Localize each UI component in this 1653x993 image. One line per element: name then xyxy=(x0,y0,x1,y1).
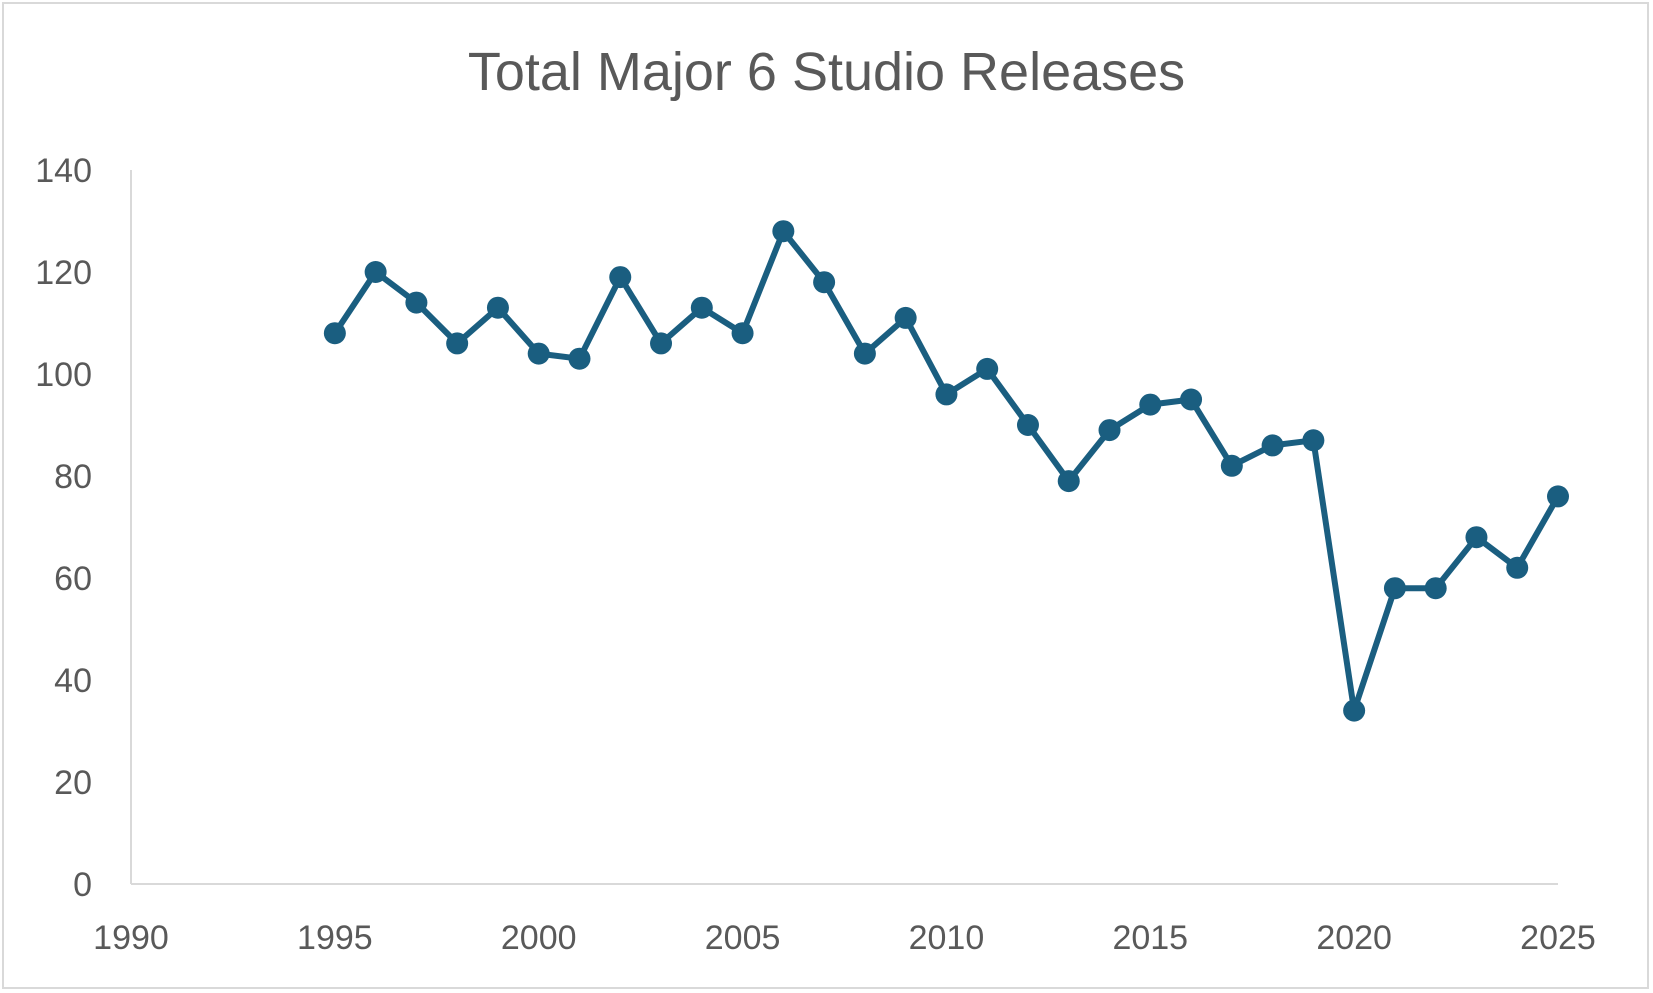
chart-title: Total Major 6 Studio Releases xyxy=(467,42,1186,102)
x-tick-label: 2005 xyxy=(705,919,781,957)
data-point-2008 xyxy=(853,342,876,365)
y-tick-label: 80 xyxy=(54,458,92,496)
data-point-2015 xyxy=(1139,393,1162,416)
x-tick-label: 2010 xyxy=(909,919,985,957)
data-point-2014 xyxy=(1098,419,1121,442)
y-tick-label: 40 xyxy=(54,662,92,700)
data-point-2011 xyxy=(976,357,999,380)
data-point-2024 xyxy=(1506,556,1529,579)
data-point-1995 xyxy=(323,322,346,345)
y-tick-label: 60 xyxy=(54,560,92,598)
data-point-2022 xyxy=(1424,577,1447,600)
data-point-1999 xyxy=(486,296,509,319)
series-line xyxy=(332,228,1561,714)
data-point-2019 xyxy=(1302,429,1325,452)
data-point-2016 xyxy=(1180,388,1203,411)
x-tick-label: 2025 xyxy=(1520,919,1596,957)
data-point-2003 xyxy=(650,332,673,355)
x-tick-label: 2015 xyxy=(1112,919,1188,957)
y-tick-label: 120 xyxy=(35,254,92,292)
x-tick-labels: 1990 1995 2000 2005 2010 2015 2020 2025 xyxy=(93,919,1596,957)
data-point-2002 xyxy=(609,266,632,289)
data-point-2001 xyxy=(568,347,591,370)
data-point-1998 xyxy=(446,332,469,355)
data-point-2017 xyxy=(1220,454,1243,477)
data-point-2000 xyxy=(527,342,550,365)
x-tick-label: 2000 xyxy=(501,919,577,957)
data-point-2010 xyxy=(935,383,958,406)
x-tick-label: 1990 xyxy=(93,919,169,957)
data-point-2004 xyxy=(690,296,713,319)
y-tick-label: 20 xyxy=(54,764,92,802)
data-point-2018 xyxy=(1261,434,1284,457)
data-point-2020 xyxy=(1343,699,1366,722)
y-tick-label: 140 xyxy=(35,152,92,190)
y-tick-label: 0 xyxy=(73,866,92,904)
y-tick-label: 100 xyxy=(35,356,92,394)
series-layer xyxy=(323,220,1569,722)
data-point-2013 xyxy=(1057,470,1080,493)
data-point-2023 xyxy=(1465,526,1488,549)
data-point-1997 xyxy=(405,291,428,314)
data-point-1996 xyxy=(364,261,387,283)
data-point-2025 xyxy=(1547,485,1569,508)
x-tick-label: 1995 xyxy=(297,919,373,957)
x-tick-label: 2020 xyxy=(1316,919,1392,957)
data-point-2021 xyxy=(1383,577,1406,600)
data-point-2009 xyxy=(894,306,917,329)
data-point-2007 xyxy=(813,271,836,294)
axes xyxy=(130,170,1558,885)
data-point-2006 xyxy=(772,220,795,243)
y-tick-labels: 0 20 40 60 80 100 120 140 xyxy=(35,152,92,904)
data-point-2005 xyxy=(731,322,754,345)
data-point-2012 xyxy=(1016,414,1039,436)
